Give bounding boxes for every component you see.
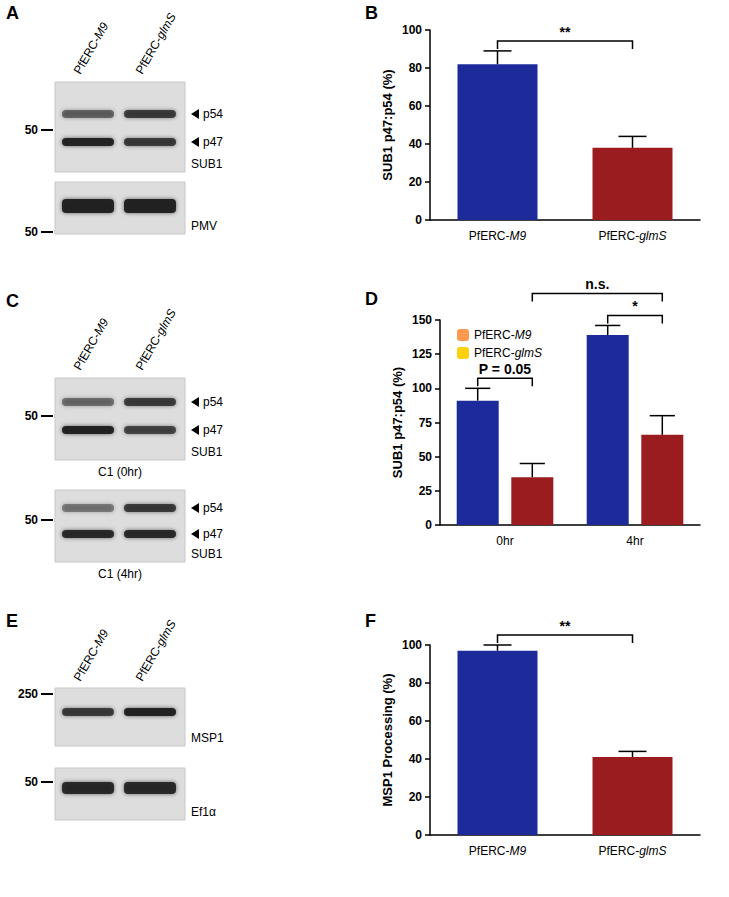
svg-text:PfERC-: PfERC- (598, 229, 639, 243)
svg-text:SUB1 p47:p54 (%): SUB1 p47:p54 (%) (380, 69, 395, 180)
svg-text:50: 50 (25, 409, 39, 423)
svg-text:D: D (365, 289, 378, 309)
svg-text:0: 0 (425, 518, 432, 532)
svg-text:PfERC-: PfERC- (469, 229, 510, 243)
svg-text:PfERC-: PfERC- (474, 328, 515, 342)
svg-text:B: B (365, 3, 378, 23)
svg-text:PfERC-: PfERC- (133, 641, 165, 683)
svg-text:SUB1: SUB1 (191, 157, 223, 171)
svg-text:P = 0.05: P = 0.05 (479, 361, 532, 377)
svg-text:M9: M9 (91, 627, 112, 649)
svg-text:p47: p47 (203, 423, 223, 437)
svg-text:100: 100 (412, 381, 432, 395)
svg-text:PMV: PMV (191, 219, 217, 233)
svg-text:150: 150 (412, 313, 432, 327)
svg-text:50: 50 (25, 513, 39, 527)
svg-text:PfERC-: PfERC- (133, 330, 165, 372)
svg-text:p47: p47 (203, 527, 223, 541)
svg-text:PfERC-: PfERC- (598, 844, 639, 858)
svg-text:C1 (0hr): C1 (0hr) (98, 465, 142, 479)
svg-text:*: * (632, 298, 638, 314)
svg-text:p54: p54 (203, 501, 223, 515)
svg-text:E: E (6, 611, 18, 631)
svg-text:80: 80 (409, 676, 423, 690)
svg-text:SUB1: SUB1 (191, 445, 223, 459)
svg-text:50: 50 (25, 123, 39, 137)
svg-text:100: 100 (402, 638, 422, 652)
svg-text:80: 80 (409, 61, 423, 75)
svg-text:p54: p54 (203, 395, 223, 409)
svg-text:40: 40 (409, 137, 423, 151)
svg-text:M9: M9 (515, 328, 532, 342)
svg-text:C: C (6, 291, 19, 311)
svg-text:0: 0 (415, 828, 422, 842)
svg-text:60: 60 (409, 99, 423, 113)
svg-text:glmS: glmS (153, 307, 179, 338)
svg-text:p54: p54 (203, 107, 223, 121)
svg-text:4hr: 4hr (626, 534, 643, 548)
svg-text:40: 40 (409, 752, 423, 766)
svg-text:50: 50 (25, 775, 39, 789)
svg-text:n.s.: n.s. (585, 276, 609, 292)
svg-text:M9: M9 (509, 844, 526, 858)
svg-text:PfERC-: PfERC- (71, 330, 103, 372)
svg-text:F: F (365, 611, 376, 631)
svg-text:PfERC-: PfERC- (474, 346, 515, 360)
svg-text:glmS: glmS (639, 229, 666, 243)
svg-text:75: 75 (419, 416, 433, 430)
svg-text:M9: M9 (91, 316, 112, 338)
svg-text:PfERC-: PfERC- (71, 34, 103, 76)
svg-text:A: A (6, 3, 19, 23)
svg-text:glmS: glmS (515, 346, 542, 360)
svg-text:MSP1: MSP1 (191, 731, 224, 745)
svg-text:glmS: glmS (153, 11, 179, 42)
svg-text:100: 100 (402, 23, 422, 37)
svg-text:Ef1α: Ef1α (191, 805, 216, 819)
svg-text:250: 250 (18, 687, 38, 701)
svg-text:MSP1 Processing (%): MSP1 Processing (%) (380, 674, 395, 807)
svg-text:50: 50 (419, 450, 433, 464)
svg-text:glmS: glmS (153, 618, 179, 649)
svg-text:**: ** (560, 618, 571, 634)
svg-text:SUB1 p47:p54 (%): SUB1 p47:p54 (%) (390, 367, 405, 478)
svg-text:0hr: 0hr (496, 534, 513, 548)
svg-text:SUB1: SUB1 (191, 547, 223, 561)
svg-text:20: 20 (409, 175, 423, 189)
svg-text:M9: M9 (509, 229, 526, 243)
svg-text:**: ** (560, 24, 571, 40)
svg-text:0: 0 (415, 213, 422, 227)
svg-text:PfERC-: PfERC- (71, 641, 103, 683)
svg-text:20: 20 (409, 790, 423, 804)
svg-text:glmS: glmS (639, 844, 666, 858)
svg-text:125: 125 (412, 347, 432, 361)
svg-text:60: 60 (409, 714, 423, 728)
svg-text:C1 (4hr): C1 (4hr) (98, 567, 142, 581)
svg-text:p47: p47 (203, 135, 223, 149)
svg-text:PfERC-: PfERC- (469, 844, 510, 858)
svg-text:M9: M9 (91, 20, 112, 42)
svg-text:50: 50 (25, 225, 39, 239)
svg-text:PfERC-: PfERC- (133, 34, 165, 76)
svg-text:25: 25 (419, 484, 433, 498)
